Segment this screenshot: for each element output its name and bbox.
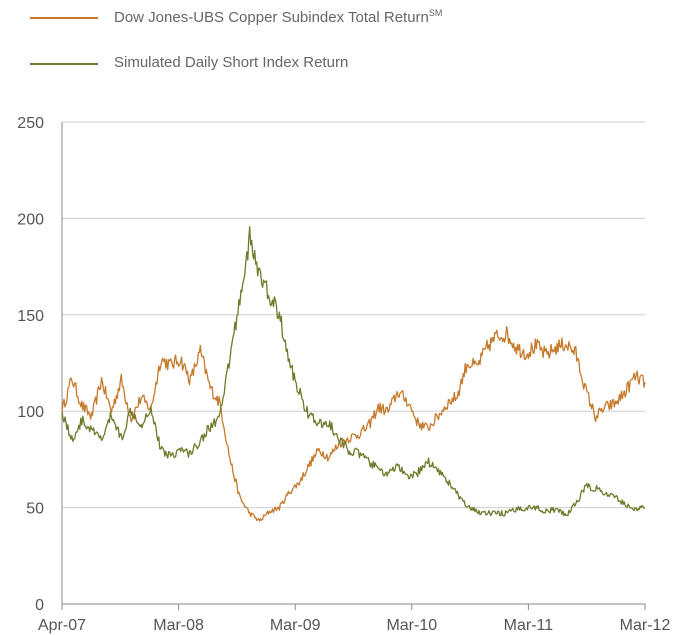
x-tick-label: Apr-07 (38, 617, 86, 634)
y-tick-label: 150 (17, 308, 44, 325)
y-tick-label: 0 (35, 597, 44, 614)
series-line-copper-subindex (61, 325, 646, 522)
x-tick-label: Mar-10 (386, 617, 437, 634)
y-tick-label: 50 (26, 501, 44, 518)
y-tick-label: 250 (17, 115, 44, 132)
y-tick-label: 200 (17, 211, 44, 228)
legend-label-copper: Dow Jones-UBS Copper Subindex Total Retu… (114, 8, 443, 26)
y-tick-label: 100 (17, 404, 44, 421)
legend-swatch-copper (30, 17, 98, 19)
x-tick-label: Mar-12 (620, 617, 671, 634)
x-tick-label: Mar-11 (504, 617, 554, 634)
legend-swatch-short (30, 63, 98, 65)
legend-label-short: Simulated Daily Short Index Return (114, 54, 349, 71)
x-tick-label: Mar-08 (153, 617, 204, 634)
x-tick-label: Mar-09 (270, 617, 321, 634)
series-line-simulated-short-index (61, 226, 646, 517)
